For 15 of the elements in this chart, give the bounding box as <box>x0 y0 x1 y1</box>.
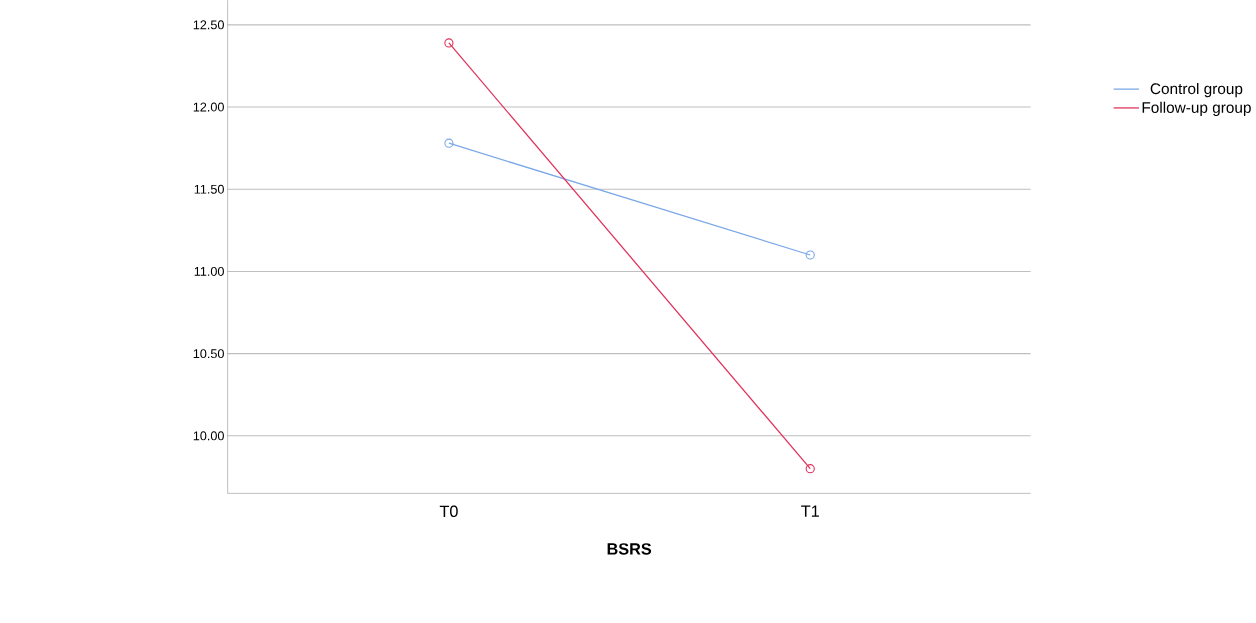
point <box>444 38 454 48</box>
y-tick-label: 12.00 <box>193 102 224 112</box>
legend-label: Control group <box>1150 82 1243 98</box>
point <box>444 138 454 148</box>
y-tick-label: 12.50 <box>193 20 224 30</box>
x-tick-label: T0 <box>439 505 458 517</box>
point <box>805 250 815 260</box>
x-tick-label: T1 <box>801 505 819 517</box>
y-tick-label: 10.50 <box>193 349 224 358</box>
y-tick-label: 11.50 <box>194 184 224 194</box>
y-tick-label: 11.00 <box>194 266 224 276</box>
y-tick-label: 10.00 <box>193 431 224 441</box>
point <box>805 463 815 474</box>
legend-label: Follow-up group <box>1142 101 1251 116</box>
x-axis-title: BSRS <box>607 543 652 555</box>
